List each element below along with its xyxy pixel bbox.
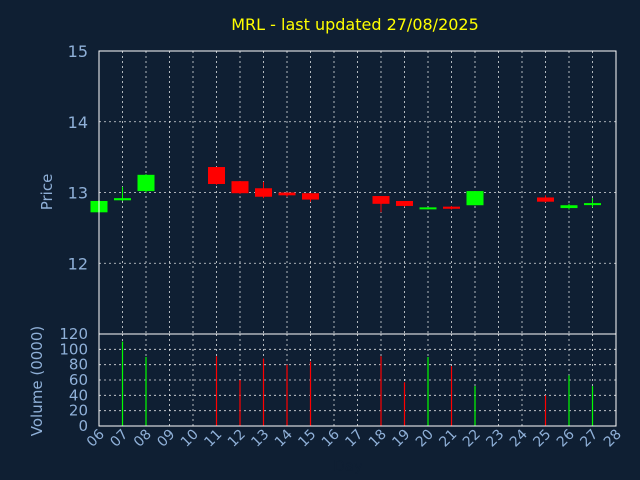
x-tick-label: 10	[178, 427, 202, 451]
candle-27	[584, 198, 601, 208]
candle-body	[560, 205, 578, 209]
price-tick-label: 12	[68, 254, 88, 273]
x-tick-label: 13	[248, 427, 272, 451]
x-tick-label: 25	[530, 427, 554, 451]
x-axis-label: Day	[333, 457, 363, 475]
volume-bars	[121, 341, 594, 426]
x-tick-label: 20	[413, 427, 437, 451]
x-tick-label: 24	[507, 426, 531, 450]
candle-body	[255, 188, 272, 197]
volume-tick-label: 80	[69, 356, 88, 374]
candle-20	[419, 207, 437, 210]
x-tick-label: 19	[389, 427, 413, 451]
candle-22	[466, 191, 484, 206]
candle-08	[137, 174, 155, 193]
volume-grid	[98, 334, 617, 426]
candle-15	[302, 193, 319, 202]
candle-18	[372, 196, 390, 213]
candle-11	[208, 167, 225, 185]
x-tick-label: 12	[225, 427, 249, 451]
candle-body	[114, 198, 131, 201]
candle-body	[137, 174, 155, 192]
candle-14	[278, 192, 296, 197]
volume-tick-label: 0	[78, 417, 88, 435]
x-tick-label: 27	[577, 427, 601, 451]
candle-25	[537, 195, 554, 203]
price-tick-label: 14	[68, 113, 88, 132]
price-grid	[98, 50, 617, 334]
candle-body	[466, 191, 484, 206]
x-tick-label: 22	[460, 427, 484, 451]
candle-body	[584, 203, 601, 206]
candle-body	[231, 181, 249, 194]
price-axis-label: Price	[38, 174, 56, 211]
x-tick-label: 16	[319, 426, 343, 450]
candle-13	[255, 181, 272, 199]
x-ticks: 06 07 08 09 10 11 12 13 14 15 16 17 18 19 20 21 22 23 24 25…	[84, 426, 625, 450]
candle-body	[372, 196, 390, 204]
x-tick-label: 11	[201, 427, 225, 451]
candle-body	[278, 192, 296, 196]
candle-12	[231, 181, 249, 194]
x-tick-label: 08	[131, 427, 155, 451]
candle-body	[419, 207, 437, 210]
candle-07	[114, 186, 131, 201]
volume-axis-label: Volume (0000)	[28, 326, 46, 436]
x-tick-label: 23	[483, 427, 507, 451]
x-tick-label: 17	[342, 427, 366, 451]
candle-body	[537, 197, 554, 202]
volume-tick-label: 60	[69, 371, 88, 389]
x-tick-label: 21	[436, 427, 460, 451]
candle-body	[208, 167, 225, 185]
price-panel: 12 13 14 15 Price	[38, 42, 617, 335]
candle-26	[560, 203, 578, 210]
x-tick-label: 07	[107, 427, 131, 451]
price-tick-label: 15	[68, 42, 88, 61]
candle-19	[396, 200, 413, 207]
price-tick-label: 13	[68, 184, 88, 203]
volume-frame	[98, 333, 617, 427]
price-y-ticks: 12 13 14 15	[68, 42, 88, 273]
candle-body	[302, 193, 319, 200]
volume-tick-label: 40	[69, 386, 88, 404]
x-tick-label: 09	[154, 427, 178, 451]
x-tick-label: 18	[366, 427, 390, 451]
chart-title: MRL - last updated 27/08/2025	[231, 15, 479, 34]
x-tick-label: 15	[295, 427, 319, 451]
volume-tick-label: 20	[69, 402, 88, 420]
x-tick-label: 14	[272, 426, 296, 450]
x-tick-label: 26	[554, 426, 578, 450]
candle-body	[396, 200, 413, 206]
candlesticks	[90, 167, 601, 214]
volume-tick-label: 100	[59, 340, 88, 358]
x-tick-label: 28	[601, 427, 625, 451]
volume-tick-label: 120	[59, 325, 88, 343]
candle-21	[443, 205, 460, 210]
candle-body	[443, 206, 460, 209]
